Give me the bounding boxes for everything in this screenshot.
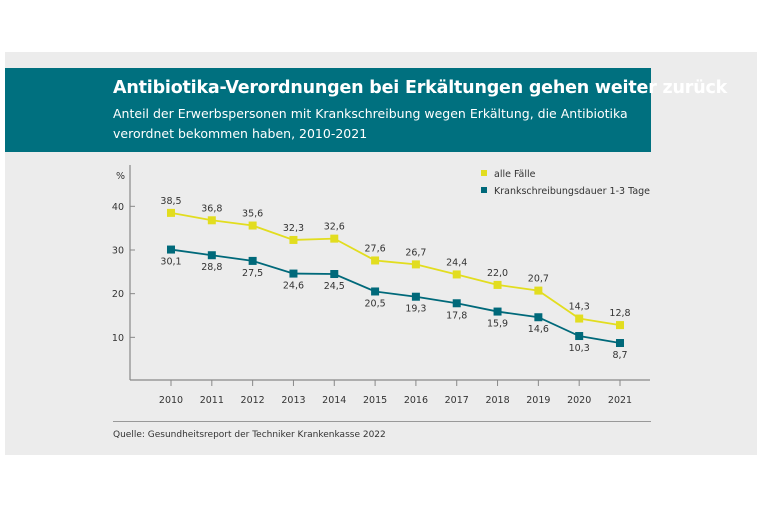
data-label: 22,0 — [487, 268, 508, 279]
legend-label: Krankschreibungsdauer 1-3 Tage — [494, 186, 650, 197]
data-label: 38,5 — [160, 196, 181, 207]
series-line — [170, 248, 621, 344]
y-tick-label: 10 — [112, 333, 124, 344]
data-label: 20,5 — [365, 298, 386, 309]
legend-label: alle Fälle — [494, 169, 536, 180]
data-point — [371, 287, 380, 296]
x-tick-label: 2013 — [281, 395, 305, 406]
data-label: 32,3 — [283, 223, 304, 234]
x-tick-label: 2021 — [608, 395, 632, 406]
series-line — [170, 211, 621, 326]
data-label: 15,9 — [487, 319, 508, 330]
data-label: 20,7 — [528, 274, 549, 285]
data-label: 27,5 — [242, 268, 263, 279]
data-label: 24,6 — [283, 281, 304, 292]
y-tick-label: 40 — [112, 202, 124, 213]
data-label: 14,6 — [528, 324, 549, 335]
y-tick-label: 30 — [112, 245, 124, 256]
data-point — [493, 280, 502, 289]
data-point — [248, 256, 257, 265]
x-tick-label: 2014 — [322, 395, 346, 406]
y-axis-unit: % — [116, 171, 125, 182]
data-point — [371, 256, 380, 265]
data-label: 36,8 — [201, 203, 222, 214]
data-label: 10,3 — [569, 343, 590, 354]
x-tick-label: 2019 — [526, 395, 550, 406]
chart-header: Antibiotika-Verordnungen bei Erkältungen… — [5, 68, 727, 152]
data-point — [289, 235, 298, 244]
data-label: 26,7 — [405, 247, 426, 258]
x-tick-label: 2011 — [200, 395, 224, 406]
data-point — [493, 307, 502, 316]
legend-marker — [481, 170, 487, 176]
data-point — [616, 321, 624, 330]
data-label: 17,8 — [446, 310, 467, 321]
data-label: 28,8 — [201, 262, 222, 273]
x-tick-label: 2015 — [363, 395, 387, 406]
data-label: 19,3 — [405, 304, 426, 315]
data-label: 8,7 — [612, 350, 627, 361]
legend-marker — [481, 187, 487, 193]
x-tick-label: 2017 — [445, 395, 469, 406]
source-note: Quelle: Gesundheitsreport der Techniker … — [113, 430, 386, 440]
x-tick-label: 2018 — [485, 395, 509, 406]
y-tick-label: 20 — [112, 289, 124, 300]
chart-title: Antibiotika-Verordnungen bei Erkältungen… — [113, 78, 728, 98]
x-tick-label: 2010 — [159, 395, 183, 406]
data-point — [207, 251, 216, 260]
data-point — [330, 270, 339, 279]
data-point — [411, 292, 420, 301]
data-label: 32,6 — [324, 222, 345, 233]
x-tick-label: 2020 — [567, 395, 591, 406]
data-point — [289, 269, 298, 278]
data-point — [616, 339, 624, 348]
data-point — [534, 286, 543, 295]
data-label: 24,4 — [446, 257, 467, 268]
data-point — [411, 260, 420, 269]
x-tick-label: 2016 — [404, 395, 428, 406]
data-point — [452, 299, 461, 308]
data-point — [248, 221, 257, 230]
data-point — [575, 332, 584, 341]
data-label: 27,6 — [365, 243, 386, 254]
chart-subtitle: Anteil der Erwerbspersonen mit Krankschr… — [113, 106, 628, 141]
data-point — [534, 313, 543, 322]
data-label: 12,8 — [609, 308, 630, 319]
x-tick-label: 2012 — [241, 395, 265, 406]
data-label: 30,1 — [160, 257, 181, 268]
data-label: 24,5 — [324, 281, 345, 292]
data-label: 35,6 — [242, 209, 263, 220]
data-point — [452, 270, 461, 279]
data-point — [575, 314, 584, 323]
data-point — [167, 245, 175, 254]
data-point — [330, 234, 339, 243]
source-divider — [113, 421, 651, 422]
data-point — [167, 208, 175, 217]
data-point — [207, 216, 216, 225]
data-label: 14,3 — [569, 302, 590, 313]
